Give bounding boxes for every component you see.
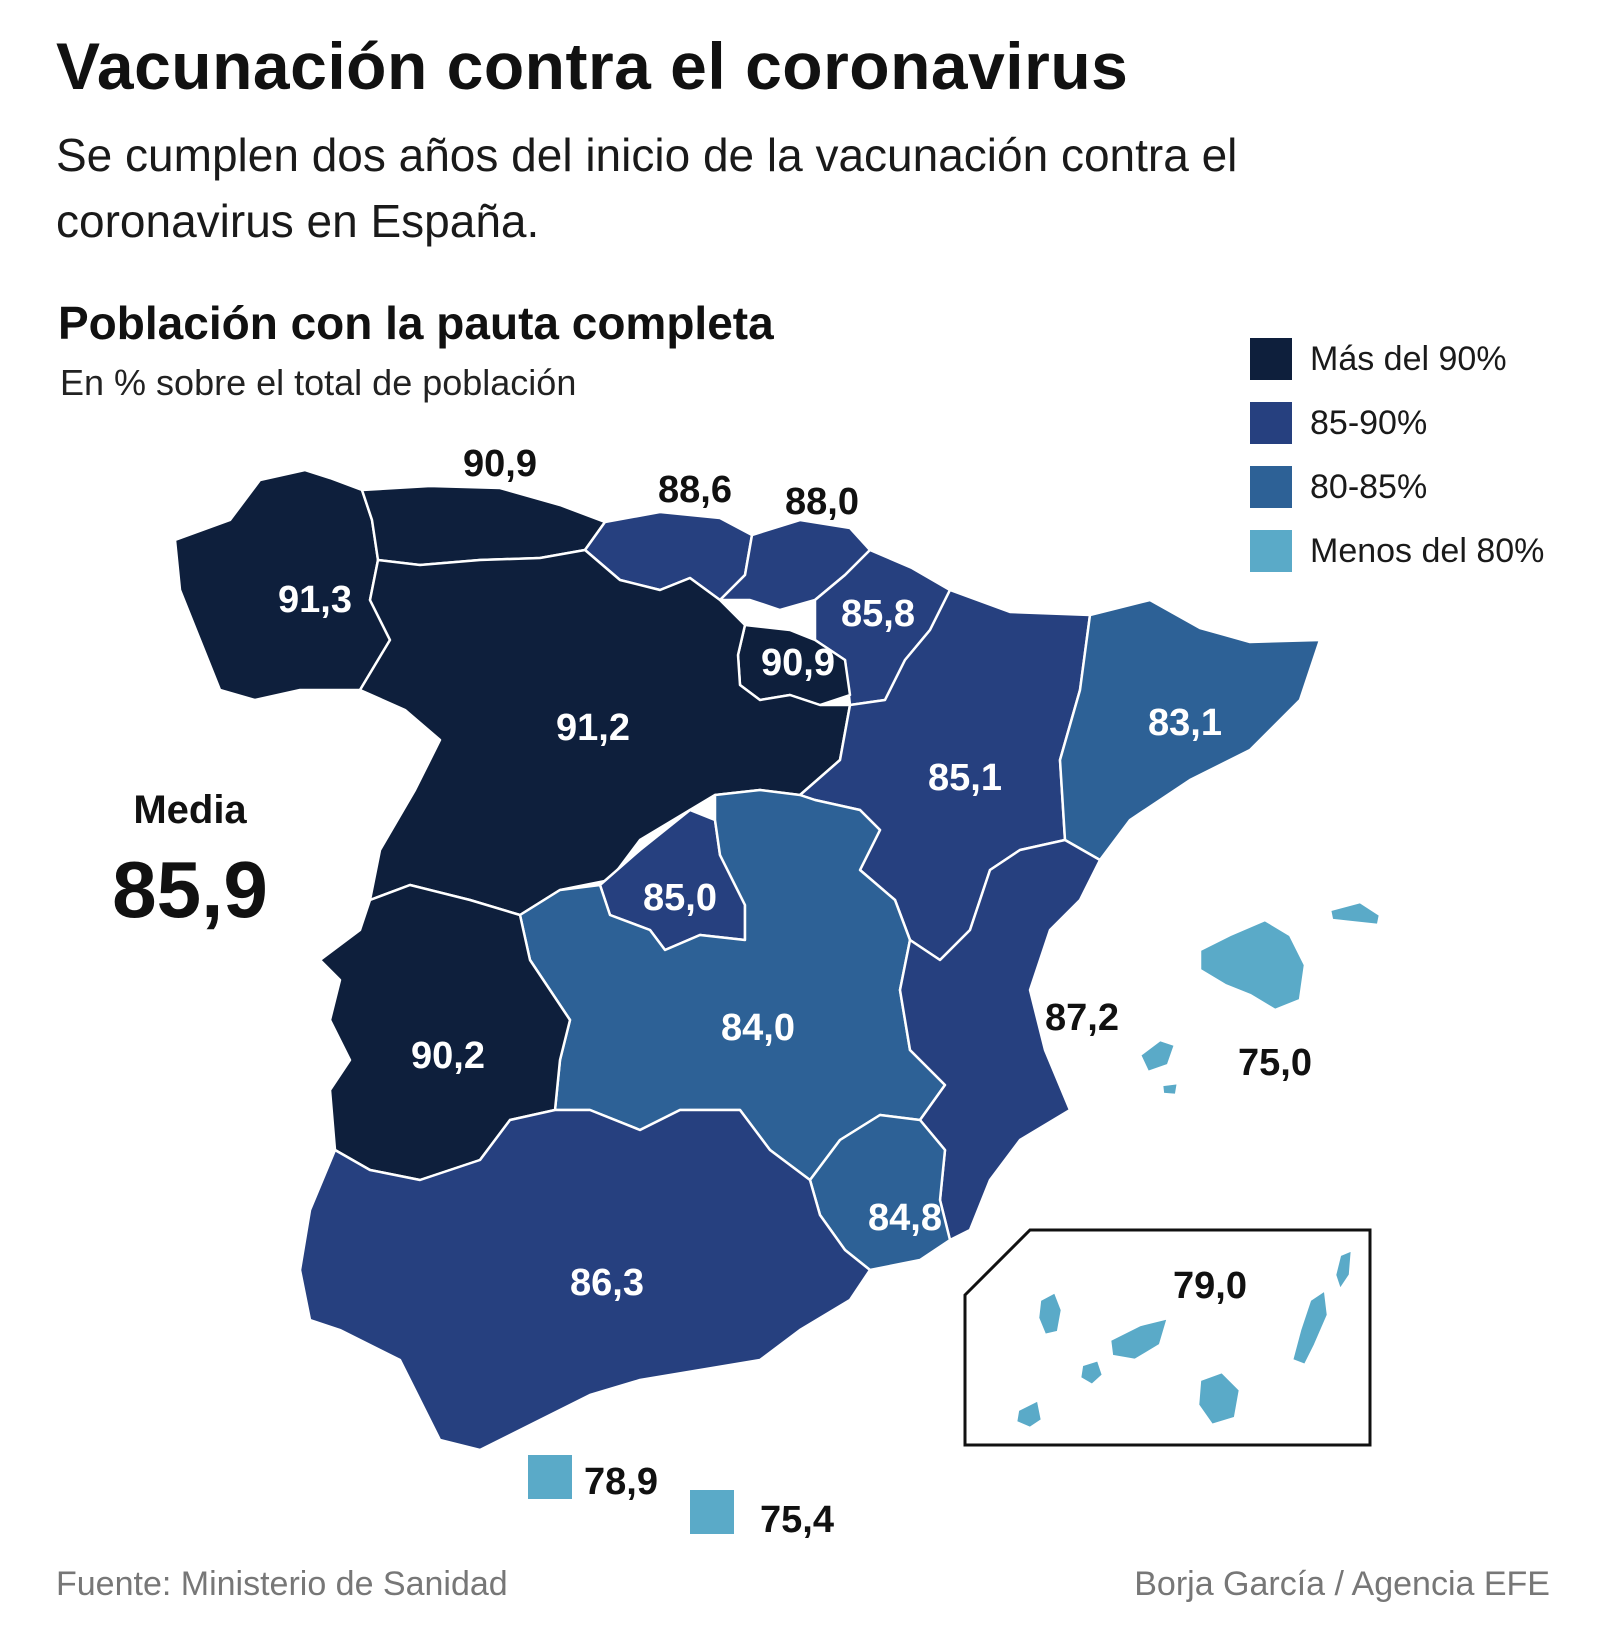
- value-castilla-leon: 91,2: [556, 707, 630, 749]
- infographic-title: Vacunación contra el coronavirus: [56, 29, 1129, 103]
- average-label: Media: [133, 788, 247, 832]
- value-ceuta: 78,9: [584, 1461, 658, 1503]
- map-subtitle: En % sobre el total de población: [60, 362, 577, 403]
- island-tenerife: [1108, 1316, 1170, 1362]
- island-gran-canaria: [1196, 1370, 1242, 1427]
- credit-text: Borja García / Agencia EFE: [1134, 1565, 1550, 1603]
- legend-label: Menos del 80%: [1310, 532, 1545, 570]
- legend-label: Más del 90%: [1310, 340, 1507, 378]
- value-madrid: 85,0: [643, 877, 717, 919]
- value-extremadura: 90,2: [411, 1035, 485, 1077]
- value-la-rioja: 90,9: [761, 642, 835, 684]
- source-text: Fuente: Ministerio de Sanidad: [56, 1565, 508, 1603]
- region-cataluna: [1058, 598, 1322, 862]
- value-aragon: 85,1: [928, 757, 1002, 799]
- average-value: 85,9: [112, 845, 268, 934]
- region-melilla: [690, 1490, 734, 1534]
- island-lanzarote: [1333, 1248, 1354, 1292]
- region-ceuta: [528, 1455, 572, 1499]
- value-cantabria: 88,6: [658, 469, 732, 511]
- value-murcia: 84,8: [868, 1197, 942, 1239]
- legend-swatch: [1250, 338, 1292, 380]
- island-el-hierro: [1014, 1398, 1044, 1430]
- value-pais-vasco: 88,0: [785, 481, 859, 523]
- region-andalucia: [298, 1108, 872, 1452]
- region-murcia: [808, 1113, 952, 1272]
- legend-label: 85-90%: [1310, 404, 1428, 442]
- value-asturias: 90,9: [463, 443, 537, 485]
- island-formentera: [1160, 1081, 1180, 1097]
- legend-swatch: [1250, 466, 1292, 508]
- canary-inset-frame: [963, 1228, 1372, 1447]
- island-menorca: [1328, 900, 1382, 927]
- value-navarra: 85,8: [841, 593, 915, 635]
- island-ibiza: [1138, 1038, 1177, 1074]
- value-andalucia: 86,3: [570, 1262, 644, 1304]
- region-baleares: [1138, 900, 1382, 1097]
- island-la-palma: [1036, 1290, 1064, 1337]
- value-valencia: 87,2: [1045, 997, 1119, 1039]
- legend-swatch: [1250, 402, 1292, 444]
- value-baleares: 75,0: [1238, 1042, 1312, 1084]
- island-fuerteventura: [1290, 1288, 1330, 1367]
- value-melilla: 75,4: [760, 1499, 834, 1541]
- map-title: Población con la pauta completa: [58, 297, 774, 349]
- value-castilla-la-mancha: 84,0: [721, 1007, 795, 1049]
- island-la-gomera: [1078, 1358, 1105, 1387]
- region-canarias: [1014, 1248, 1354, 1430]
- value-cataluna: 83,1: [1148, 702, 1222, 744]
- value-galicia: 91,3: [278, 579, 352, 621]
- infographic-subtitle: Se cumplen dos años del inicio de la vac…: [56, 129, 1238, 247]
- value-canarias: 79,0: [1173, 1265, 1247, 1307]
- legend-swatch: [1250, 530, 1292, 572]
- island-mallorca: [1198, 918, 1307, 1012]
- legend-label: 80-85%: [1310, 468, 1428, 506]
